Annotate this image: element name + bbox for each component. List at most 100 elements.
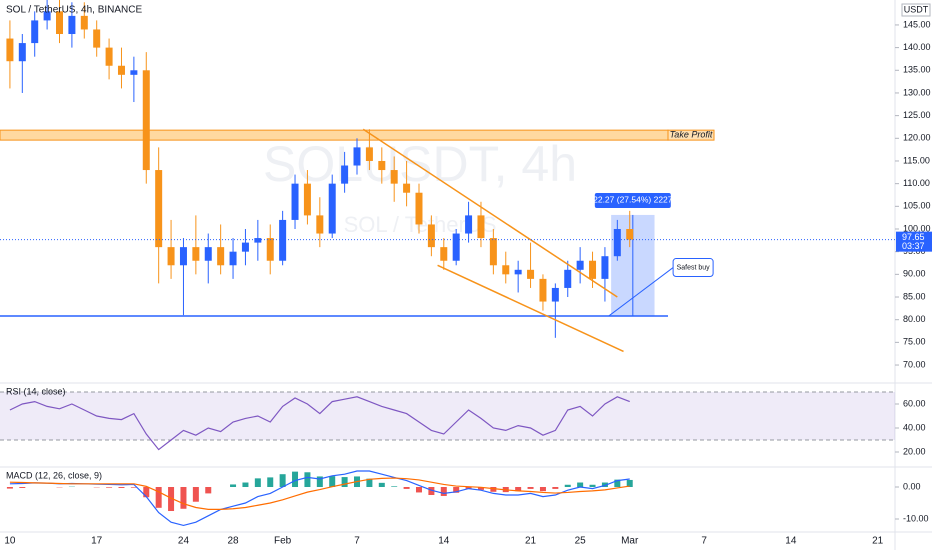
candle-body <box>527 269 535 279</box>
candle-body <box>564 269 572 288</box>
candle-body <box>452 233 460 261</box>
histogram-bar <box>527 487 534 489</box>
y-tick-label: 125.00 <box>903 110 931 120</box>
histogram-bar <box>254 478 261 488</box>
callout-pointer <box>608 267 674 317</box>
y-tick-label: 115.00 <box>903 155 930 165</box>
candle-body <box>241 242 249 252</box>
candle-body <box>427 224 435 248</box>
histogram-bar <box>316 476 323 488</box>
histogram-bar <box>279 474 286 488</box>
currency: USDT <box>904 4 929 14</box>
histogram-bar <box>168 487 175 512</box>
candle-body <box>105 47 113 66</box>
x-tick-label: Feb <box>274 536 292 547</box>
candle-body <box>303 183 311 216</box>
candle-body <box>589 260 597 279</box>
y-tick-label: 135.00 <box>903 65 931 75</box>
y-tick-label: 20.00 <box>903 446 926 456</box>
x-tick-label: 17 <box>91 536 103 547</box>
histogram-bar <box>391 486 398 488</box>
histogram-bar <box>477 487 484 490</box>
callout-box <box>672 258 714 278</box>
candle-body <box>266 238 274 261</box>
histogram-bar <box>465 487 472 489</box>
callout-label: Safest buy <box>677 264 711 271</box>
histogram-bar <box>626 479 633 488</box>
candle-body <box>43 11 51 21</box>
candle-body <box>179 247 187 266</box>
histogram-bar <box>415 487 422 493</box>
candle-body <box>279 219 287 261</box>
histogram-bar <box>329 476 336 488</box>
histogram-bar <box>614 479 621 488</box>
candle-body <box>551 287 559 302</box>
histogram-bar <box>6 487 13 489</box>
histogram-bar <box>428 487 435 496</box>
y-tick-label: 85.00 <box>903 291 926 301</box>
x-tick-label: 25 <box>575 536 587 547</box>
histogram-bar <box>341 477 348 488</box>
y-tick-label: 60.00 <box>903 398 926 408</box>
candle-body <box>80 15 88 30</box>
candle-body <box>167 247 175 266</box>
candle-body <box>117 65 125 75</box>
y-tick-label: 70.00 <box>903 359 926 369</box>
x-tick-label: 28 <box>227 536 239 547</box>
currency-box <box>901 3 931 17</box>
y-tick-label: 100.00 <box>903 223 931 233</box>
macd-line <box>9 477 630 511</box>
x-tick-label: 21 <box>872 536 884 547</box>
candle-body <box>403 183 411 193</box>
symbol-header: SOL / TetherUS, 4h, BINANCE <box>6 5 142 16</box>
candle-body <box>489 238 497 266</box>
take-profit-box <box>667 129 715 141</box>
watermark-title: SOLUSDT, 4h <box>263 136 577 192</box>
y-tick-label: 90.00 <box>903 269 926 279</box>
candle-body <box>539 278 547 302</box>
pane-title: MACD (12, 26, close, 9) <box>6 470 102 480</box>
candle-body <box>217 247 225 266</box>
candle-body <box>514 269 522 275</box>
y-tick-label: 80.00 <box>903 314 926 324</box>
candle-body <box>254 238 262 243</box>
candle-body <box>576 260 584 270</box>
y-tick-label: -10.00 <box>903 513 929 523</box>
measure-label: 22.27 (27.54%) 2227 <box>593 195 673 205</box>
y-tick-label: 140.00 <box>903 42 931 52</box>
y-tick-label: 145.00 <box>903 19 931 29</box>
candle-body <box>192 247 200 261</box>
candle-body <box>155 170 163 248</box>
trend-line <box>362 128 618 298</box>
x-tick-label: 14 <box>785 536 797 547</box>
histogram-bar <box>552 487 559 489</box>
histogram-bar <box>292 471 299 488</box>
histogram-bar <box>577 482 584 488</box>
histogram-bar <box>242 482 249 488</box>
candle-body <box>353 147 361 166</box>
histogram-bar <box>366 478 373 488</box>
histogram-bar <box>192 487 199 502</box>
histogram-bar <box>205 487 212 494</box>
y-tick-label: 105.00 <box>903 201 931 211</box>
candle-body <box>415 192 423 225</box>
x-tick-label: 24 <box>178 536 190 547</box>
candle-body <box>502 265 510 275</box>
y-tick-label: 120.00 <box>903 133 931 143</box>
y-tick-label: 75.00 <box>903 337 926 347</box>
histogram-bar <box>440 487 447 496</box>
candle-body <box>31 20 39 44</box>
candle-body <box>365 147 373 161</box>
histogram-bar <box>130 487 137 488</box>
histogram-bar <box>589 484 596 488</box>
candle-body <box>229 251 237 266</box>
histogram-bar <box>515 487 522 492</box>
candle-body <box>477 215 485 239</box>
histogram-bar <box>403 487 410 489</box>
take-profit-zone <box>0 129 669 141</box>
histogram-bar <box>230 484 237 488</box>
x-tick-label: 7 <box>354 536 360 547</box>
histogram-bar <box>564 484 571 488</box>
trend-line <box>437 264 624 353</box>
x-tick-label: 10 <box>4 536 16 547</box>
